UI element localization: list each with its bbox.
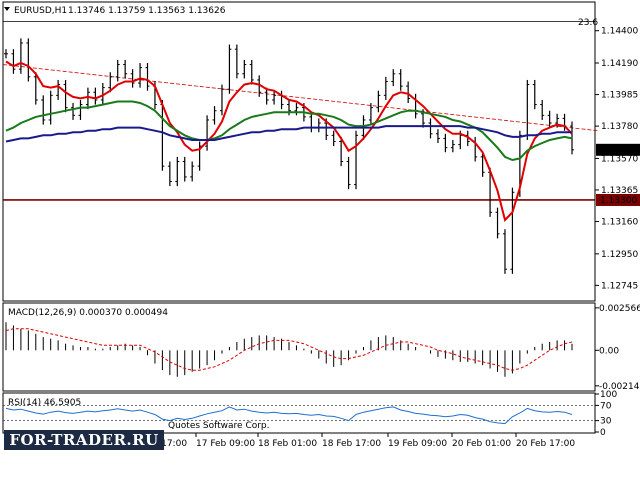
price-tick-label: 1.13780	[601, 122, 638, 132]
price-tick-label: 1.12745	[601, 281, 638, 291]
rsi-panel	[2, 392, 596, 434]
time-tick-label: 20 Feb 17:00	[516, 439, 575, 449]
current-price-label: 1.13626	[600, 146, 637, 156]
price-tick-label: 1.13160	[601, 218, 638, 228]
price-tick-label: 1.13985	[601, 91, 638, 101]
price-tick-label: 1.14190	[601, 59, 638, 69]
macd-tick-label: -0.002148	[599, 382, 640, 392]
time-tick-label: 18 Feb 01:00	[258, 439, 317, 449]
moving-average-line-1	[5, 60, 573, 222]
dropdown-triangle-icon[interactable]	[4, 7, 10, 11]
copyright-label: Quotes Software Corp.	[168, 421, 270, 431]
rsi-line	[5, 406, 573, 425]
macd-label: MACD(12,26,9) 0.000370 0.000494	[8, 308, 168, 318]
moving-average-line-3	[5, 125, 572, 143]
rsi-tick-label: 100	[600, 390, 617, 400]
rsi-label: RSI(14) 46.5905	[8, 398, 81, 408]
current-price-box	[596, 143, 640, 156]
price-tick-label: 1.13365	[601, 186, 638, 196]
price-tick-label: 1.13570	[601, 154, 638, 164]
ohlc-header: 1.13746 1.13759 1.13563 1.13626	[68, 6, 226, 16]
macd-tick-label: 0.002566	[599, 304, 640, 314]
price-panel	[2, 1, 596, 302]
macd-tick-label: 0.00	[599, 346, 619, 356]
price-tick-label: 1.12950	[601, 250, 638, 260]
time-tick-label: 19 Feb 09:00	[388, 439, 447, 449]
support-price-box	[596, 193, 640, 206]
moving-average-line-2	[5, 100, 573, 162]
watermark-logo: FOR-TRADER.RU	[4, 430, 164, 450]
fib-label: 23.6	[578, 18, 598, 28]
price-tick-label: 1.14400	[601, 27, 638, 37]
time-tick-label: 20 Feb 01:00	[452, 439, 511, 449]
support-price-label: 1.13300	[600, 196, 637, 206]
symbol-label: EURUSD,H1	[14, 6, 67, 16]
time-tick-label: 17 Feb 09:00	[196, 439, 255, 449]
rsi-tick-label: 30	[600, 417, 612, 427]
macd-panel	[2, 302, 596, 392]
macd-signal-line	[5, 328, 573, 371]
trendline	[2, 64, 599, 132]
time-tick-label: 18 Feb 17:00	[322, 439, 381, 449]
rsi-tick-label: 0	[600, 428, 606, 438]
rsi-tick-label: 70	[600, 401, 612, 411]
